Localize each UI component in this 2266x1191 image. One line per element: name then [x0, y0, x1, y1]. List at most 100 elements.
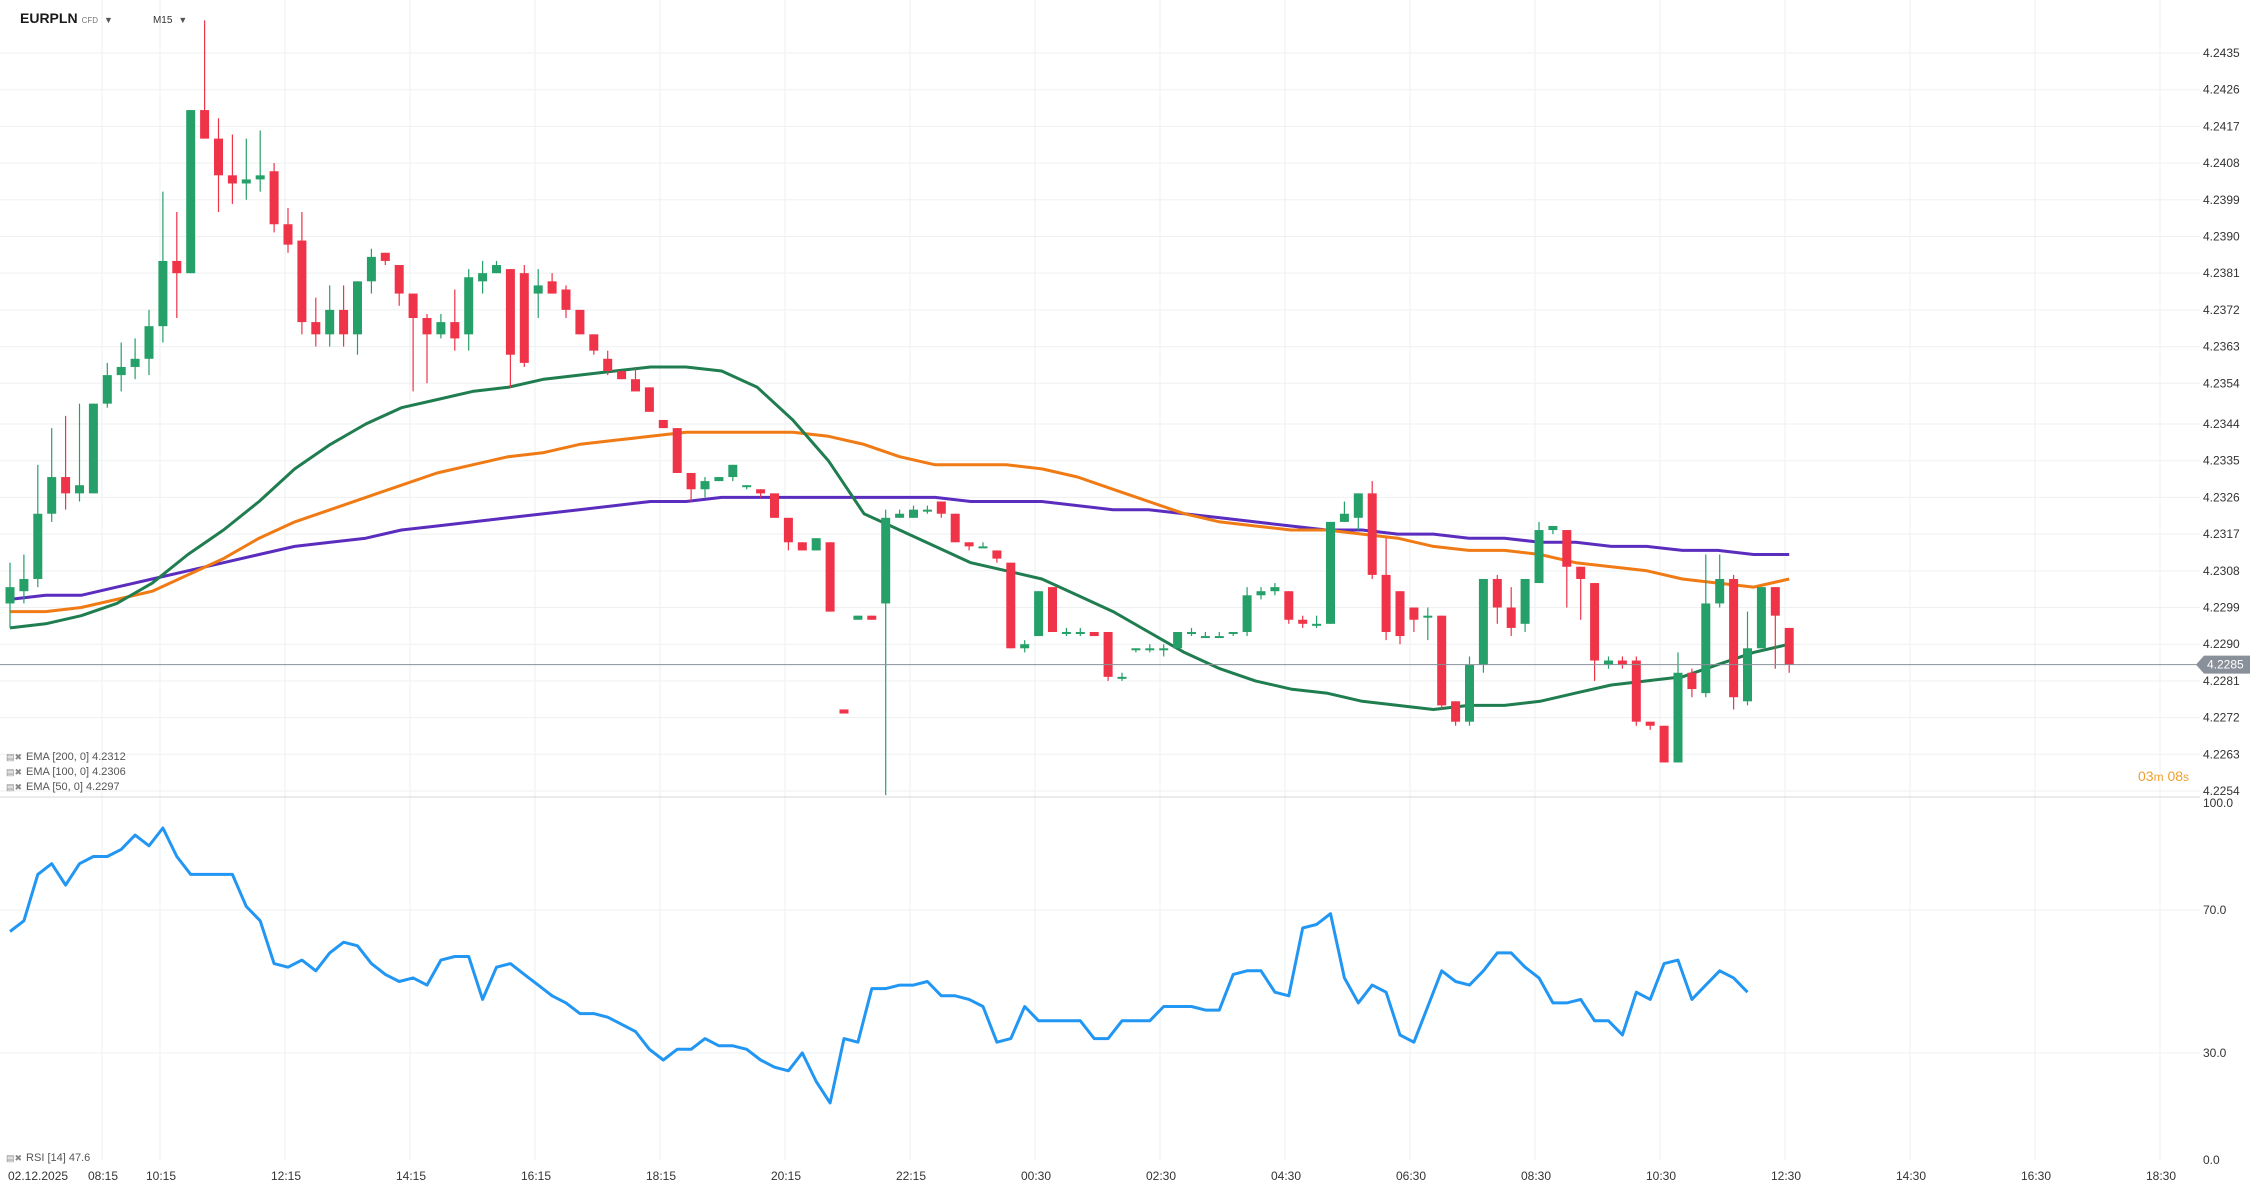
countdown-sec-unit: s — [2183, 770, 2190, 784]
candle-body — [1631, 660, 1641, 722]
time-tick-label: 00:30 — [1021, 1169, 1051, 1183]
price-tick-label: 4.2326 — [2203, 490, 2240, 504]
legend-ema100[interactable]: ▤✖ EMA [100, 0] 4.2306 — [6, 766, 126, 778]
candle-body — [1451, 701, 1461, 722]
candle-body — [464, 277, 474, 335]
candle — [1631, 656, 1641, 726]
legend-ema200[interactable]: ▤✖ EMA [200, 0] 4.2312 — [6, 751, 126, 763]
price-tick-label: 4.2272 — [2203, 711, 2240, 725]
candle — [33, 464, 43, 588]
candle-body — [255, 175, 265, 180]
indicator-settings-icon[interactable]: ▤✖ — [6, 1152, 23, 1163]
candle — [1006, 562, 1016, 649]
candle-body — [1506, 607, 1516, 628]
indicator-settings-icon[interactable]: ▤✖ — [6, 751, 23, 762]
candle — [825, 542, 835, 612]
candle-body — [5, 587, 15, 604]
legend-rsi[interactable]: ▤✖ RSI [14] 47.6 — [6, 1152, 90, 1164]
candle-body — [811, 538, 821, 551]
candle-body — [311, 322, 321, 335]
candle — [1770, 587, 1780, 669]
candle-body — [658, 419, 668, 429]
candle — [1187, 627, 1196, 637]
candle — [408, 293, 418, 392]
indicator-settings-icon[interactable]: ▤✖ — [6, 781, 23, 792]
candle-body — [867, 615, 877, 620]
candle-body — [130, 358, 140, 367]
countdown-min-unit: m — [2153, 770, 2164, 784]
candle — [1423, 607, 1433, 641]
candle — [589, 334, 599, 355]
candle — [283, 207, 293, 253]
candle-body — [214, 138, 223, 176]
candle — [950, 513, 960, 543]
chart-header: EURPLN CFD ▼ M15 ▼ — [20, 10, 187, 26]
candle — [1214, 631, 1224, 639]
candle — [1673, 652, 1683, 763]
candle — [1617, 656, 1627, 669]
candle-body — [603, 358, 613, 372]
timeframe-dropdown-icon[interactable]: ▼ — [178, 15, 188, 25]
candle — [214, 118, 223, 213]
candle — [492, 260, 501, 274]
symbol-dropdown-icon[interactable]: ▼ — [104, 15, 113, 25]
candle — [1520, 578, 1530, 632]
candle-body — [783, 517, 793, 543]
candle-body — [1548, 525, 1558, 531]
indicator-settings-icon[interactable]: ▤✖ — [6, 766, 23, 777]
candle-body — [1520, 578, 1530, 624]
candle-body — [1770, 587, 1780, 616]
candle-body — [19, 578, 29, 592]
candle — [422, 313, 432, 384]
price-tick-label: 4.2299 — [2203, 601, 2240, 615]
time-tick-label: 14:15 — [396, 1169, 426, 1183]
candle — [1409, 607, 1419, 632]
candle — [130, 338, 140, 380]
candle-body — [241, 179, 251, 184]
candle-body — [1743, 648, 1752, 702]
candle — [450, 289, 460, 351]
candle-body — [1617, 660, 1627, 665]
last-price-badge — [2196, 655, 2250, 674]
candle-body — [1729, 578, 1739, 698]
candle — [1228, 631, 1238, 637]
candle — [1034, 591, 1044, 637]
candle-body — [728, 464, 738, 478]
symbol-selector[interactable]: EURPLN — [20, 10, 78, 26]
time-tick-label: 10:15 — [146, 1169, 176, 1183]
grid — [0, 0, 2200, 1160]
candle — [1451, 701, 1461, 726]
price-tick-label: 4.2263 — [2203, 747, 2240, 761]
candle-body — [1242, 595, 1252, 632]
candle-body — [881, 517, 891, 604]
candle-body — [505, 269, 515, 355]
candle — [867, 615, 877, 620]
time-tick-label: 18:15 — [646, 1169, 676, 1183]
candle-body — [519, 273, 529, 363]
legend-ema50[interactable]: ▤✖ EMA [50, 0] 4.2297 — [6, 781, 120, 793]
candle — [311, 297, 321, 347]
candle — [1131, 648, 1141, 653]
candle-body — [797, 542, 807, 551]
candle — [644, 387, 654, 412]
candle-body — [116, 366, 126, 376]
candle-body — [33, 513, 43, 579]
candle — [1256, 587, 1266, 600]
candle — [1784, 627, 1794, 673]
candle-body — [366, 256, 376, 282]
axes: 4.2435 4.2426 4.2417 4.2408 4.2399 4.2390 4.23… — [0, 46, 2250, 1183]
candle — [144, 309, 154, 376]
candle — [1353, 493, 1363, 531]
candle — [172, 212, 182, 319]
candle — [603, 350, 613, 376]
timeframe-selector[interactable]: M15 — [152, 15, 173, 26]
candle — [1298, 615, 1308, 628]
candle — [61, 415, 71, 510]
candle — [1645, 721, 1655, 730]
last-price-label: 4.2285 — [2207, 658, 2244, 672]
candle — [1756, 587, 1766, 649]
candle — [617, 371, 627, 380]
candle — [686, 472, 696, 502]
time-tick-label: 22:15 — [896, 1169, 926, 1183]
